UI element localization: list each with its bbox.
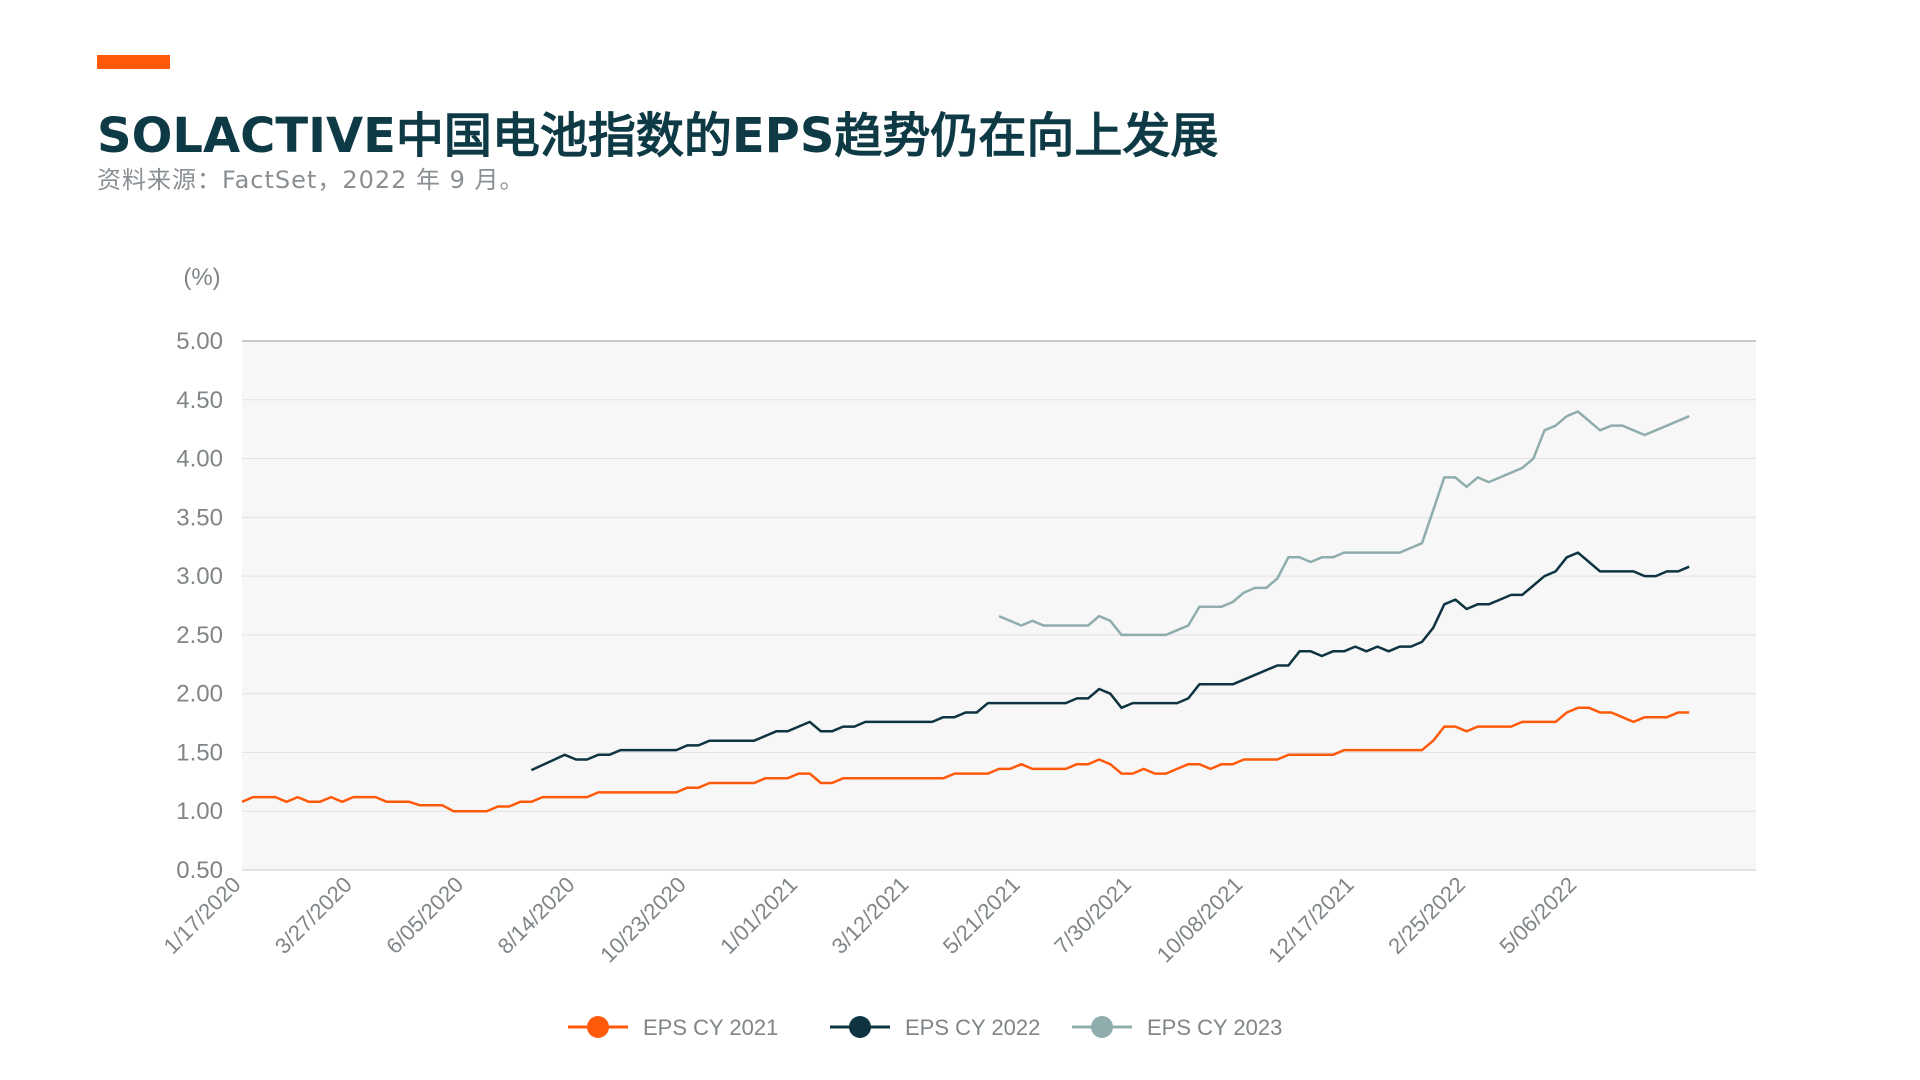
x-tick-label: 5/06/2022 xyxy=(1495,872,1582,959)
legend-swatch-marker xyxy=(849,1016,871,1038)
series-line-eps-cy-2022 xyxy=(530,551,1690,772)
page-title: SOLACTIVE中国电池指数的EPS趋势仍在向上发展 xyxy=(97,108,1219,164)
y-tick-label: 3.00 xyxy=(176,563,223,590)
y-axis-label: (%) xyxy=(183,264,220,291)
series-line-eps-cy-2021 xyxy=(241,706,1690,813)
legend-label: EPS CY 2021 xyxy=(643,1015,778,1040)
legend-label: EPS CY 2023 xyxy=(1147,1015,1282,1040)
legend-swatch-marker xyxy=(1091,1016,1113,1038)
y-tick-label: 1.00 xyxy=(176,798,223,825)
x-tick-label: 8/14/2020 xyxy=(493,872,580,959)
y-axis-ticks: 5.00 4.50 4.00 3.50 3.00 2.50 2.00 1.50 1.00 0.50 xyxy=(176,328,223,884)
y-tick-label: 3.50 xyxy=(176,504,223,531)
series-lines xyxy=(241,410,1690,813)
x-tick-label: 2/25/2022 xyxy=(1383,872,1470,959)
y-tick-label: 2.00 xyxy=(176,681,223,708)
x-tick-label: 1/17/2020 xyxy=(159,872,246,959)
legend: EPS CY 2021 EPS CY 2022 EPS CY 2023 xyxy=(568,1015,1282,1040)
series-line-eps-cy-2023 xyxy=(998,410,1690,637)
x-tick-label: 7/30/2021 xyxy=(1049,872,1136,959)
y-tick-label: 4.50 xyxy=(176,387,223,414)
plot-background xyxy=(242,341,1756,870)
legend-label: EPS CY 2022 xyxy=(905,1015,1040,1040)
x-tick-label: 6/05/2020 xyxy=(381,872,468,959)
y-tick-label: 2.50 xyxy=(176,622,223,649)
x-tick-label: 10/08/2021 xyxy=(1152,872,1248,968)
x-tick-label: 3/27/2020 xyxy=(270,872,357,959)
x-tick-label: 1/01/2021 xyxy=(715,872,802,959)
y-tick-label: 1.50 xyxy=(176,739,223,766)
x-tick-label: 3/12/2021 xyxy=(827,872,914,959)
page-subtitle: 资料来源：FactSet，2022 年 9 月。 xyxy=(97,166,525,194)
x-tick-label: 12/17/2021 xyxy=(1263,872,1359,968)
legend-swatch-marker xyxy=(587,1016,609,1038)
x-axis-ticks: 1/17/2020 3/27/2020 6/05/2020 8/14/2020 10/2… xyxy=(159,872,1582,968)
y-tick-label: 0.50 xyxy=(176,857,223,884)
x-tick-label: 5/21/2021 xyxy=(938,872,1025,959)
x-tick-label: 10/23/2020 xyxy=(595,872,691,968)
y-tick-label: 4.00 xyxy=(176,446,223,473)
accent-bar xyxy=(97,55,170,69)
y-tick-label: 5.00 xyxy=(176,328,223,355)
